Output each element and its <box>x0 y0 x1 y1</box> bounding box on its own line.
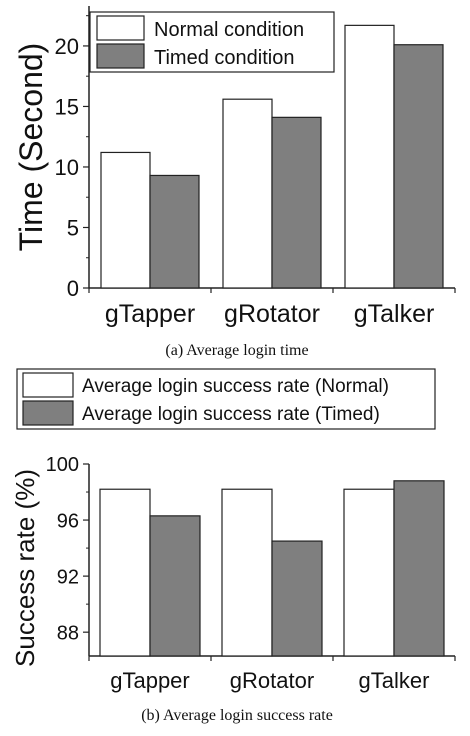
chart-a-bar-gTalker-series2 <box>393 44 444 289</box>
chart-average-login-time: Time (Second) (a) Average login time Nor… <box>13 6 456 359</box>
x-tick-label: gTalker <box>354 300 435 328</box>
y-tick-label: 100 <box>46 454 79 476</box>
chart-a-y-axis-label: Time (Second) <box>13 43 49 252</box>
chart-b-bar-gTapper-series2 <box>149 515 201 657</box>
x-tick-label: gTapper <box>110 668 190 693</box>
chart-average-login-success-rate: Success rate (%) (b) Average login succe… <box>10 368 456 724</box>
chart-a-bar-gTapper-series1 <box>100 151 151 289</box>
chart-b-legend-swatch-normal <box>22 372 74 398</box>
x-tick-label: gRotator <box>230 668 314 693</box>
x-tick-label: gRotator <box>224 300 320 328</box>
y-tick-label: 88 <box>57 622 79 644</box>
y-tick-label: 15 <box>55 94 79 119</box>
chart-b-caption: (b) Average login success rate <box>141 707 333 724</box>
chart-b-bar-gTalker-series1 <box>343 488 395 657</box>
chart-b-bar-gRotator-series1 <box>221 488 273 657</box>
chart-b-legend-swatch-timed <box>22 400 74 426</box>
chart-a-bar-gRotator-series1 <box>222 98 273 289</box>
chart-a-legend-swatch-normal <box>96 15 145 41</box>
chart-b-legend-frame <box>16 368 436 430</box>
chart-a-legend-label-timed: Timed condition <box>154 47 294 69</box>
chart-b-y-axis-label: Success rate (%) <box>10 469 40 667</box>
y-tick-label: 96 <box>57 510 79 532</box>
y-tick-label: 10 <box>55 155 79 180</box>
chart-b-legend-label-normal: Average login success rate (Normal) <box>82 376 389 397</box>
chart-b-bar-gTalker-series2 <box>393 480 445 657</box>
y-tick-label: 5 <box>67 215 79 240</box>
chart-b-bar-gTapper-series1 <box>99 488 151 657</box>
y-tick-label: 20 <box>55 34 79 59</box>
chart-a-bar-gTalker-series1 <box>344 24 395 289</box>
y-tick-label: 92 <box>57 566 79 588</box>
chart-b-legend: Average login success rate (Normal) Aver… <box>16 368 436 430</box>
chart-a-bar-gTapper-series2 <box>149 174 200 289</box>
chart-a-legend-label-normal: Normal condition <box>154 19 304 41</box>
chart-a-legend-swatch-timed <box>96 43 145 69</box>
x-tick-label: gTapper <box>105 300 195 328</box>
chart-a-caption: (a) Average login time <box>165 342 308 359</box>
chart-a-bar-gRotator-series2 <box>271 116 322 289</box>
x-tick-label: gTalker <box>359 668 430 693</box>
chart-b-bar-gRotator-series2 <box>271 540 323 657</box>
chart-a-legend: Normal condition Timed condition <box>89 11 335 73</box>
y-tick-label: 0 <box>67 276 79 301</box>
chart-b-legend-label-timed: Average login success rate (Timed) <box>82 404 380 425</box>
